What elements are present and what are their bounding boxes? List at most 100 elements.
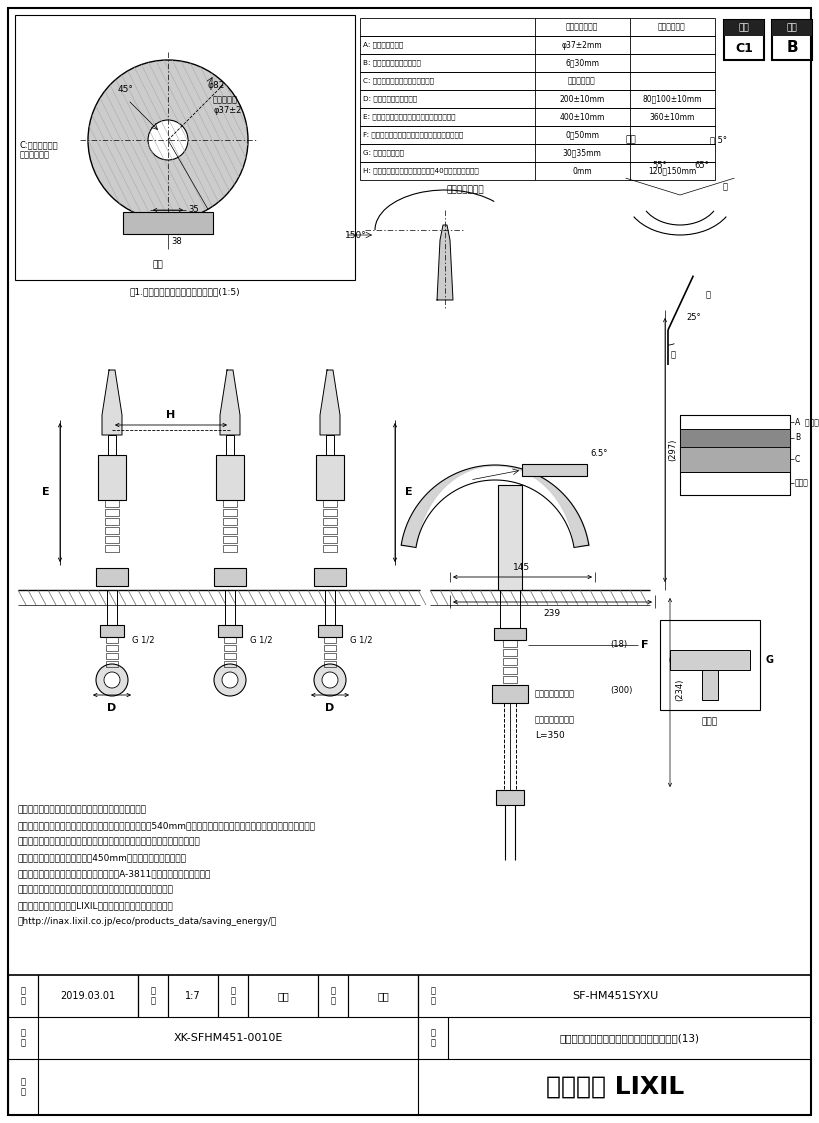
Bar: [224, 637, 236, 643]
Bar: [105, 500, 119, 506]
Bar: [494, 628, 526, 640]
Circle shape: [322, 672, 338, 688]
Text: 備
考: 備 考: [20, 1077, 25, 1097]
Text: 図
番: 図 番: [20, 1029, 25, 1048]
Text: 止水栓: 止水栓: [702, 718, 718, 727]
Bar: [105, 509, 119, 515]
Bar: [498, 485, 522, 590]
Bar: [318, 626, 342, 637]
Bar: [223, 500, 237, 506]
Text: D: D: [107, 703, 116, 713]
Text: 80～100±10mm: 80～100±10mm: [642, 94, 702, 103]
Text: 節湯: 節湯: [786, 24, 798, 33]
Text: 6～30mm: 6～30mm: [565, 58, 599, 67]
Bar: [98, 455, 126, 500]
Bar: [323, 527, 337, 535]
Text: 25°: 25°: [686, 313, 700, 322]
Circle shape: [222, 672, 238, 688]
Bar: [323, 536, 337, 544]
Text: 図1.裏面取付作業必要スペース寸法(1:5): 図1.裏面取付作業必要スペース寸法(1:5): [129, 287, 240, 296]
Text: φ82: φ82: [208, 81, 225, 90]
Text: E: 入水取付から水、温水入力中心までの寸法: E: 入水取付から水、温水入力中心までの寸法: [363, 113, 455, 120]
Text: B: B: [786, 40, 798, 55]
Text: C:裏面取付作業
必要スペース: C:裏面取付作業 必要スペース: [20, 140, 59, 159]
Bar: [323, 509, 337, 515]
Bar: [225, 590, 235, 626]
Bar: [325, 590, 335, 626]
Bar: [106, 661, 118, 667]
Bar: [680, 447, 790, 472]
Bar: [123, 212, 213, 234]
Circle shape: [314, 664, 346, 696]
Text: ホース引出し長さ: ホース引出し長さ: [535, 715, 575, 724]
Text: 65°: 65°: [695, 161, 709, 170]
Bar: [223, 509, 237, 515]
Text: 開: 開: [705, 291, 711, 300]
Text: 温 5°: 温 5°: [710, 136, 727, 145]
Circle shape: [96, 664, 128, 696]
Circle shape: [214, 664, 246, 696]
Text: C: C: [795, 455, 800, 464]
Bar: [106, 637, 118, 643]
Text: 補強板: 補強板: [795, 478, 809, 487]
Bar: [323, 518, 337, 524]
Bar: [360, 18, 715, 36]
Text: B: 取付可能カウンター厚さ: B: 取付可能カウンター厚さ: [363, 60, 421, 66]
Bar: [223, 545, 237, 553]
Bar: [105, 536, 119, 544]
Bar: [500, 590, 520, 630]
Text: 30～35mm: 30～35mm: [563, 148, 601, 157]
Text: 150°: 150°: [345, 230, 367, 239]
Text: 日
付: 日 付: [20, 986, 25, 1006]
Text: 1:7: 1:7: [185, 990, 201, 1001]
Text: 239: 239: [544, 610, 560, 619]
Text: 6.5°: 6.5°: [590, 449, 608, 458]
Text: G 1/2: G 1/2: [250, 636, 273, 645]
Text: B: B: [795, 433, 800, 442]
Bar: [772, 20, 812, 36]
Text: (234): (234): [675, 678, 684, 701]
Text: 45°: 45°: [118, 85, 133, 94]
Circle shape: [88, 60, 248, 220]
Text: F: 入水中心から水、温水の入力穴中心までの寸法: F: 入水中心から水、温水の入力穴中心までの寸法: [363, 131, 464, 138]
Text: E: E: [43, 487, 50, 497]
Text: F: F: [641, 640, 649, 650]
Bar: [323, 545, 337, 553]
Bar: [324, 645, 336, 651]
Text: 株式会社 LIXIL: 株式会社 LIXIL: [546, 1075, 684, 1099]
Bar: [360, 108, 715, 126]
Text: 混合: 混合: [625, 136, 636, 145]
Bar: [223, 536, 237, 544]
Bar: [360, 54, 715, 72]
Bar: [224, 652, 236, 659]
Polygon shape: [220, 369, 240, 435]
Bar: [503, 676, 517, 683]
Bar: [496, 789, 524, 805]
Text: 0～50mm: 0～50mm: [565, 130, 599, 139]
Bar: [323, 500, 337, 506]
Bar: [772, 20, 812, 60]
Bar: [105, 527, 119, 535]
Polygon shape: [437, 225, 453, 300]
Text: 360±10mm: 360±10mm: [649, 112, 695, 121]
Bar: [224, 661, 236, 667]
Text: 閉: 閉: [671, 350, 676, 359]
Bar: [15, 15, 355, 280]
Text: G 1/2: G 1/2: [132, 636, 155, 645]
Bar: [503, 667, 517, 674]
Text: A: 取付可能大穴径: A: 取付可能大穴径: [363, 42, 403, 48]
Text: 吟水口回転範図: 吟水口回転範図: [446, 185, 484, 194]
Bar: [503, 649, 517, 656]
Text: 防露: 防露: [739, 24, 749, 33]
Text: A  水栓取付面: A 水栓取付面: [795, 418, 819, 427]
Bar: [680, 472, 790, 495]
Text: ・カウンター裏面の補強板は、木質系のボードとしてください。: ・カウンター裏面の補強板は、木質系のボードとしてください。: [18, 886, 174, 895]
Bar: [360, 36, 715, 54]
Bar: [96, 568, 128, 586]
Bar: [316, 455, 344, 500]
Text: 取付可能大
φ37±2: 取付可能大 φ37±2: [213, 95, 242, 115]
Bar: [360, 126, 715, 144]
Text: ホースストッパー: ホースストッパー: [535, 690, 575, 699]
Text: (18): (18): [610, 640, 627, 649]
Bar: [226, 435, 234, 455]
